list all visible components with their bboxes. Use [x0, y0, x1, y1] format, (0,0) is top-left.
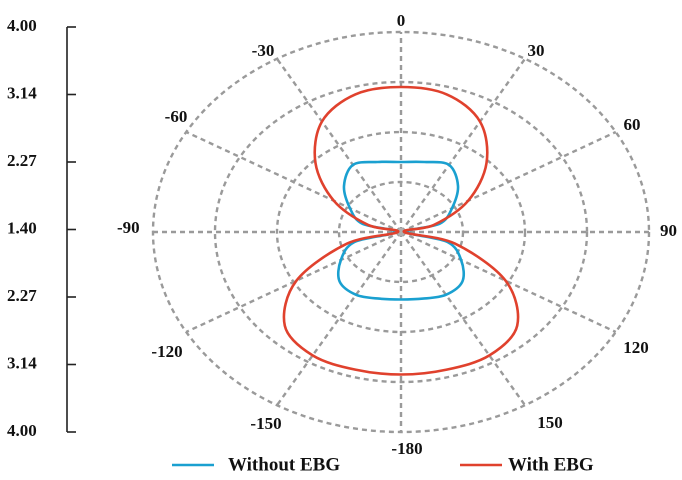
grid-spoke [400, 130, 617, 234]
legend-label: Without EBG [228, 454, 340, 475]
scale-tick-label: 3.14 [7, 83, 37, 102]
grid-spoke [276, 231, 402, 406]
grid-ring [275, 130, 527, 334]
angle-tick-label: 150 [537, 413, 563, 432]
angle-tick-label: 90 [660, 221, 677, 240]
angle-tick-label: 0 [397, 11, 406, 30]
scale-tick-label: 1.40 [7, 218, 37, 237]
angle-tick-label: 120 [623, 338, 649, 357]
angle-tick-label: -180 [391, 439, 422, 458]
scale-tick-label: 4.00 [7, 16, 37, 35]
grid-ring [213, 80, 589, 384]
legend-label: With EBG [508, 454, 594, 475]
legend: Without EBG With EBG [172, 454, 594, 475]
angle-tick-label: -120 [151, 342, 182, 361]
angle-tick-label: -30 [252, 41, 275, 60]
angle-tick-label: 30 [528, 41, 545, 60]
series-line-with-ebg [282, 85, 520, 376]
angular-tick-labels: 0 30 60 90 120 150 -180 -150 -120 -90 -60 -30 [117, 11, 677, 458]
scale-tick-label: 2.27 [7, 286, 37, 305]
series-line-without-ebg [336, 160, 466, 301]
angle-tick-label: -90 [117, 218, 140, 237]
grid-spoke [185, 230, 402, 334]
radial-scale-axis: 4.00 3.14 2.27 1.40 2.27 3.14 4.00 [7, 16, 76, 440]
scale-tick-label: 4.00 [7, 421, 37, 440]
center-point [397, 228, 405, 236]
angle-tick-label: -60 [165, 107, 188, 126]
scale-tick-label: 2.27 [7, 151, 37, 170]
series-layer [282, 85, 520, 376]
scale-tick-label: 3.14 [7, 353, 37, 372]
angle-tick-label: 60 [624, 115, 641, 134]
polar-grid [151, 30, 651, 434]
grid-spoke [185, 130, 402, 234]
angle-tick-label: -150 [250, 414, 281, 433]
grid-spoke [400, 230, 617, 334]
